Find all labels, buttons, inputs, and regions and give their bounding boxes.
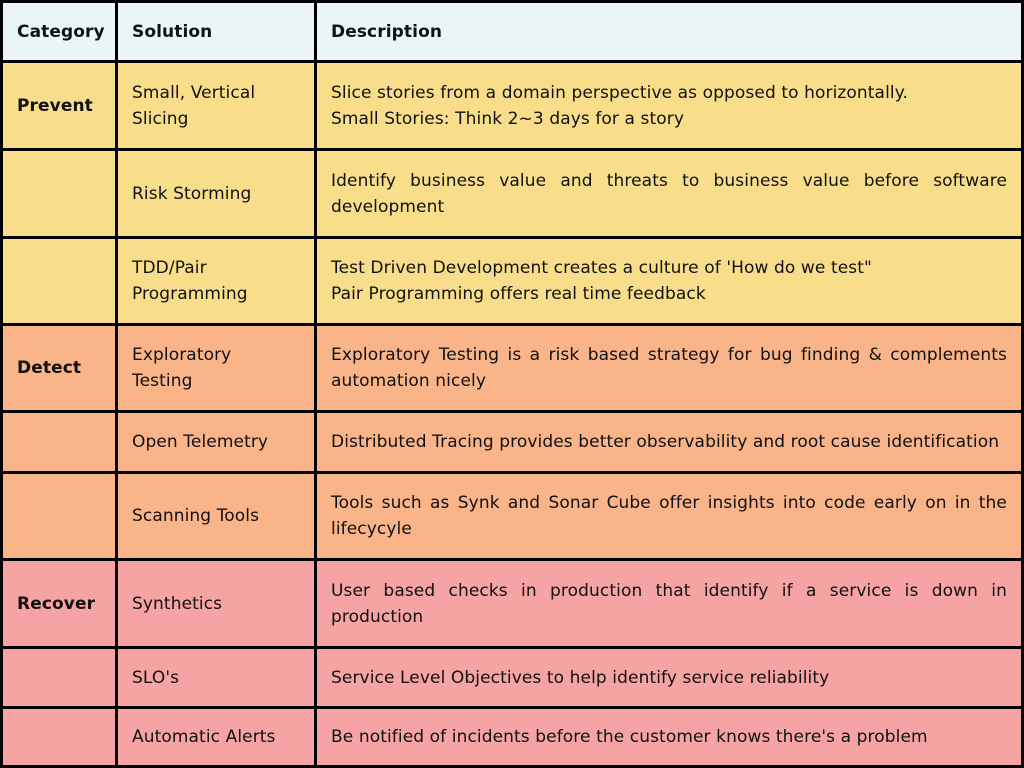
row-description-text: Service Level Objectives to help identif… (331, 665, 1007, 691)
row-category-cell (3, 239, 115, 323)
row-solution-label: TDD/Pair Programming (132, 258, 248, 304)
row-description-cell: Service Level Objectives to help identif… (317, 649, 1021, 706)
header-solution: Solution (118, 3, 314, 60)
row-solution-label: Small, Vertical Slicing (132, 82, 256, 129)
row-description-cell: Tools such as Synk and Sonar Cube offer … (317, 474, 1021, 558)
row-solution-cell: Exploratory Testing (118, 326, 314, 410)
row-category-cell (3, 649, 115, 706)
description-line: Tools such as Synk and Sonar Cube offer … (331, 493, 1007, 539)
row-description-text: Slice stories from a domain perspective … (331, 80, 1007, 132)
row-solution-label: Risk Storming (132, 183, 252, 204)
row-solution-label: Scanning Tools (132, 506, 260, 526)
description-line: User based checks in production that ide… (331, 580, 1007, 627)
row-solution-label: Open Telemetry (132, 432, 269, 452)
row-description-cell: Slice stories from a domain perspective … (317, 63, 1021, 148)
description-line: Be notified of incidents before the cust… (331, 727, 928, 747)
row-description-cell: Identify business value and threats to b… (317, 151, 1021, 236)
row-solution-cell: TDD/Pair Programming (118, 239, 314, 323)
row-category-label: Detect (17, 358, 82, 378)
header-category: Category (3, 3, 115, 60)
row-description-text: User based checks in production that ide… (331, 578, 1007, 630)
description-line: Slice stories from a domain perspective … (331, 82, 908, 103)
row-description-text: Tools such as Synk and Sonar Cube offer … (331, 490, 1007, 542)
row-category-cell (3, 151, 115, 236)
row-description-cell: User based checks in production that ide… (317, 561, 1021, 646)
description-line: Exploratory Testing is a risk based stra… (331, 345, 1007, 391)
row-category-cell (3, 413, 115, 471)
header-category-label: Category (17, 21, 105, 42)
row-category-cell: Detect (3, 326, 115, 410)
row-solution-label: Automatic Alerts (132, 727, 276, 747)
row-description-text: Distributed Tracing provides better obse… (331, 429, 1007, 455)
row-description-cell: Test Driven Development creates a cultur… (317, 239, 1021, 323)
row-solution-cell: Open Telemetry (118, 413, 314, 471)
row-description-text: Identify business value and threats to b… (331, 168, 1007, 220)
row-solution-cell: Small, Vertical Slicing (118, 63, 314, 148)
description-line: Test Driven Development creates a cultur… (331, 258, 872, 278)
row-category-cell: Prevent (3, 63, 115, 148)
description-line: Pair Programming offers real time feedba… (331, 284, 706, 304)
row-category-cell: Recover (3, 561, 115, 646)
row-category-label: Prevent (17, 95, 93, 116)
row-description-text: Be notified of incidents before the cust… (331, 724, 1007, 750)
row-category-cell (3, 474, 115, 558)
row-solution-cell: Scanning Tools (118, 474, 314, 558)
description-line: Distributed Tracing provides better obse… (331, 432, 1000, 452)
header-description-label: Description (331, 21, 443, 42)
header-solution-label: Solution (132, 21, 213, 42)
row-solution-cell: Automatic Alerts (118, 709, 314, 765)
row-category-cell (3, 709, 115, 765)
row-description-text: Test Driven Development creates a cultur… (331, 255, 1007, 307)
description-line: Service Level Objectives to help identif… (331, 667, 830, 688)
row-description-cell: Exploratory Testing is a risk based stra… (317, 326, 1021, 410)
row-solution-label: Exploratory Testing (132, 345, 232, 391)
row-solution-cell: Risk Storming (118, 151, 314, 236)
row-category-label: Recover (17, 593, 96, 614)
row-description-cell: Distributed Tracing provides better obse… (317, 413, 1021, 471)
row-solution-cell: SLO's (118, 649, 314, 706)
row-solution-cell: Synthetics (118, 561, 314, 646)
row-solution-label: Synthetics (132, 593, 223, 614)
header-description: Description (317, 3, 1021, 60)
row-solution-label: SLO's (132, 667, 180, 688)
row-description-text: Exploratory Testing is a risk based stra… (331, 342, 1007, 394)
description-line: Identify business value and threats to b… (331, 170, 1007, 217)
description-line: Small Stories: Think 2~3 days for a stor… (331, 108, 685, 129)
row-description-cell: Be notified of incidents before the cust… (317, 709, 1021, 765)
